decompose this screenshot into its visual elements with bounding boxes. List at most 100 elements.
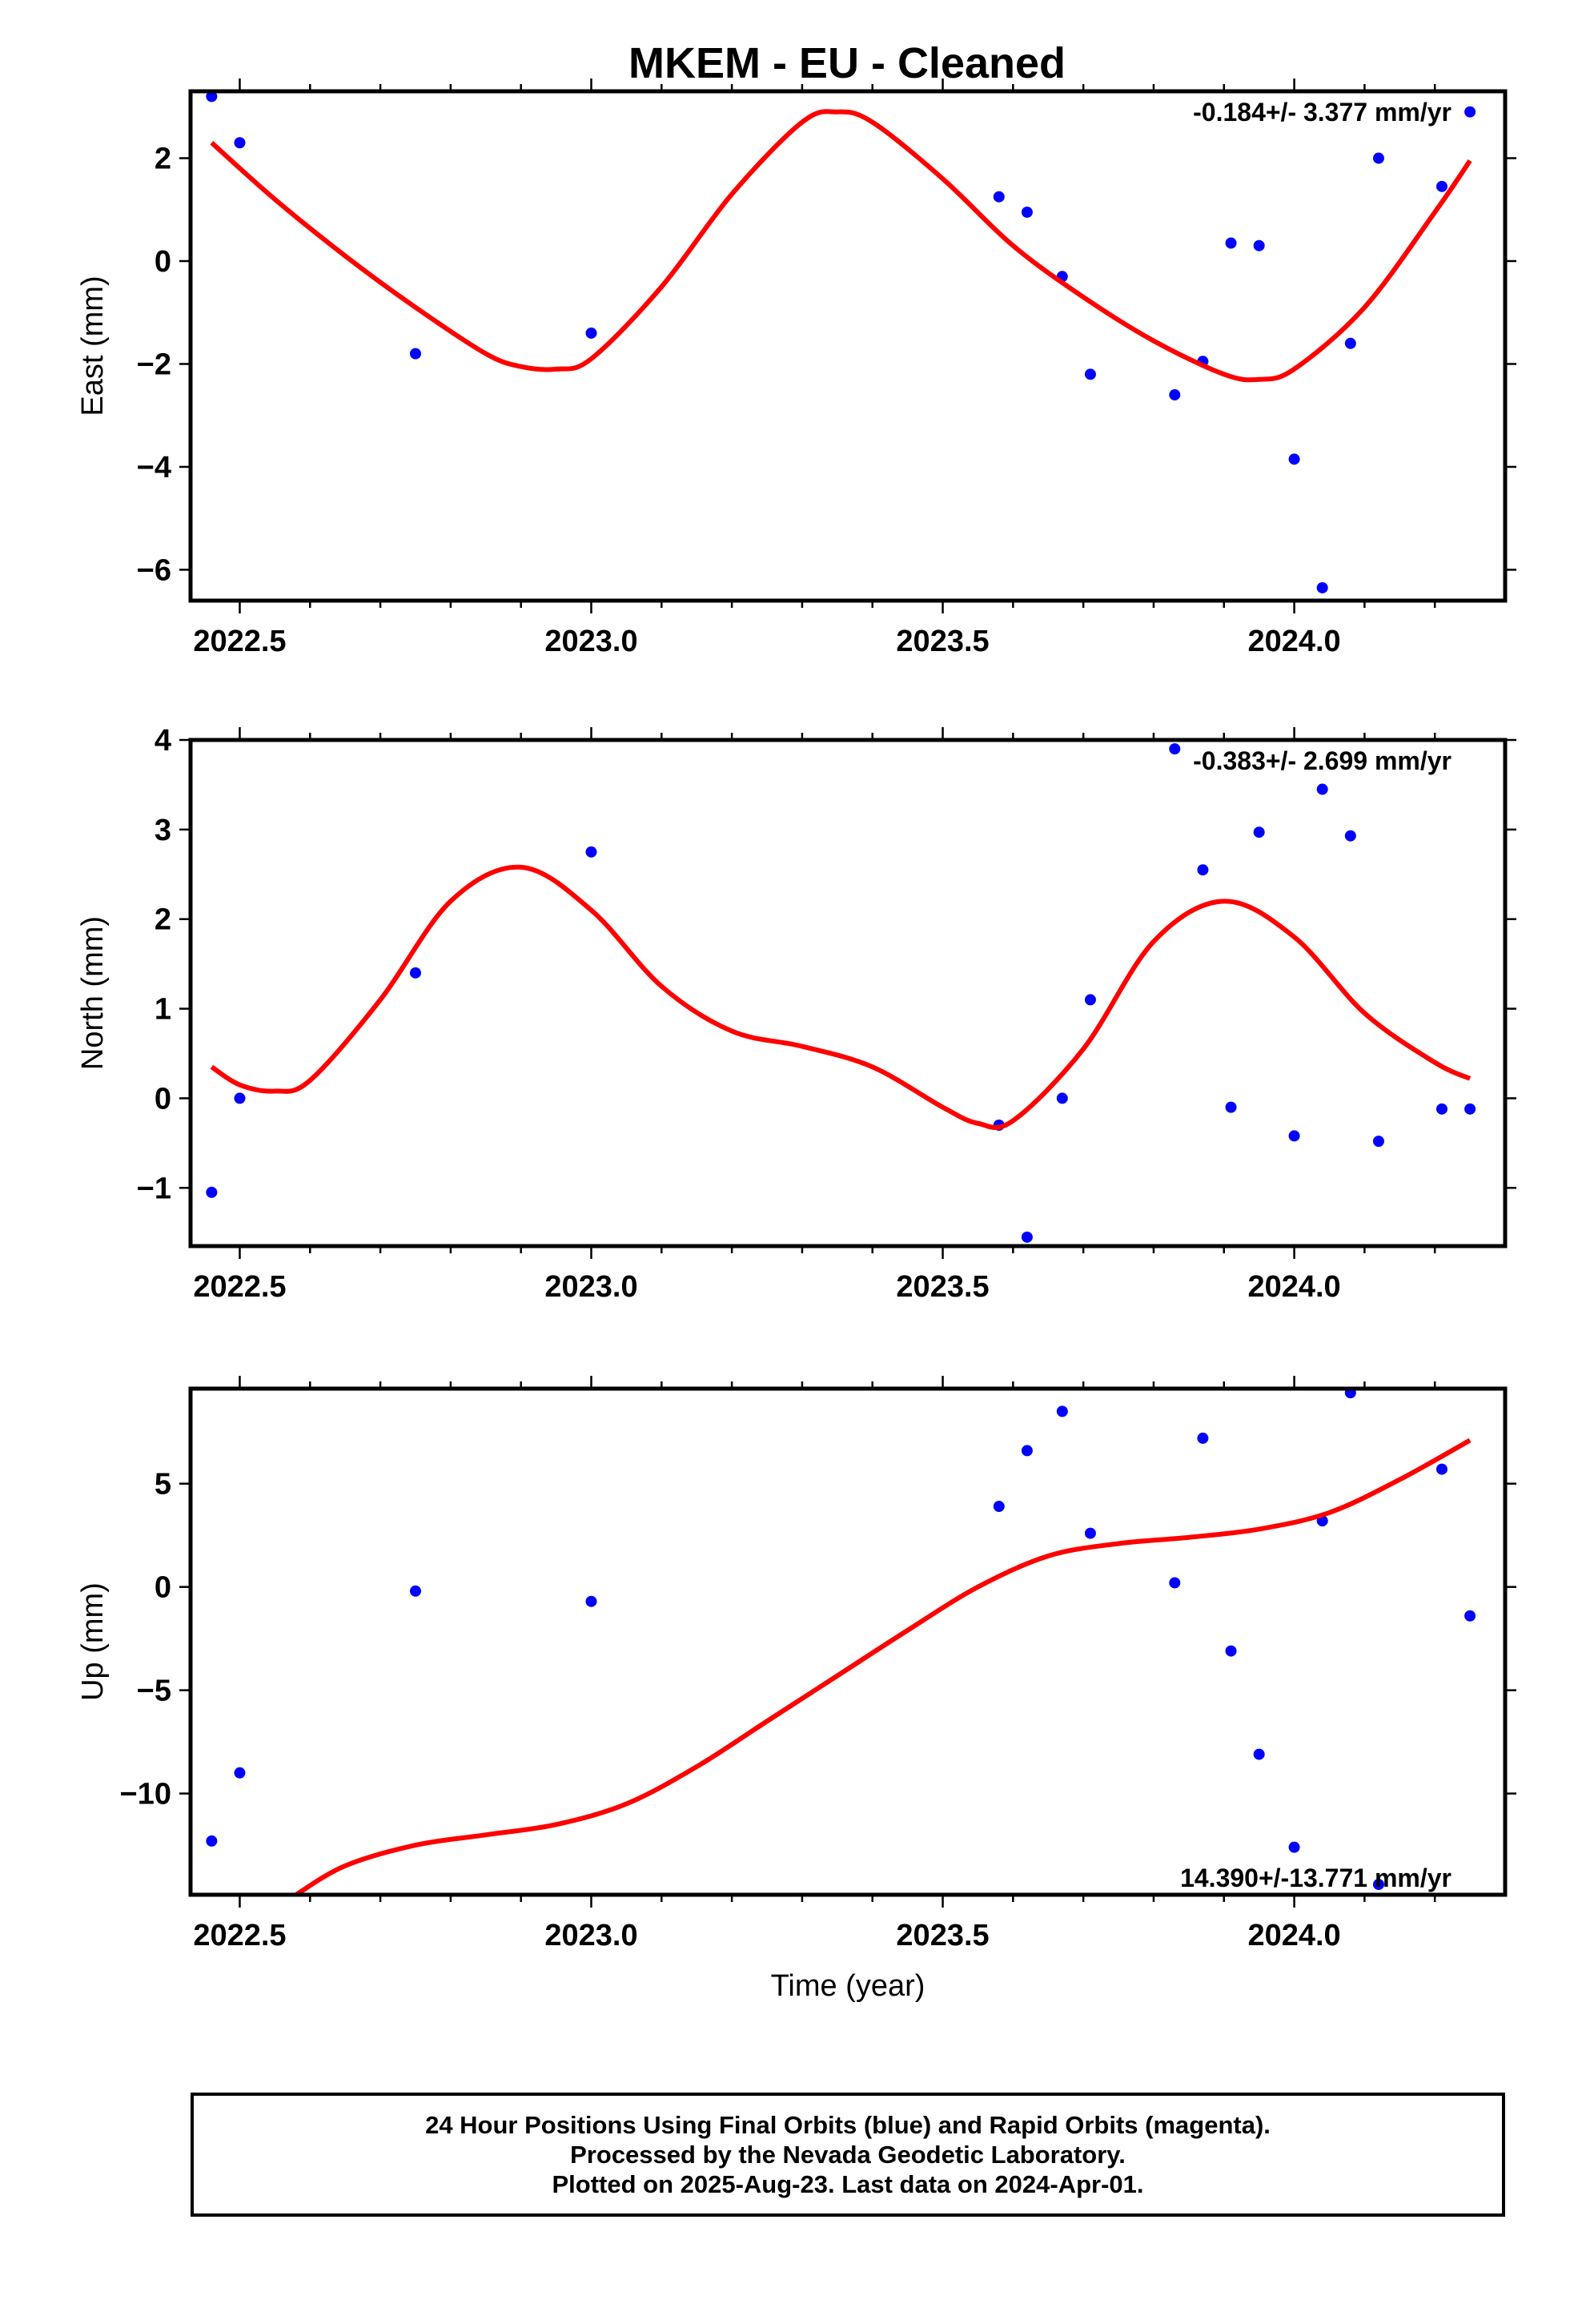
up-data-point (993, 1501, 1005, 1513)
y-tick-label: 2 (155, 143, 171, 176)
north-data-point (1197, 864, 1209, 876)
y-tick-label: 0 (155, 1571, 171, 1605)
up-data-point (1056, 1405, 1068, 1417)
east-frame (188, 89, 1508, 603)
east-data-point (1372, 152, 1384, 164)
north-data-point (1464, 1103, 1476, 1115)
east-data-point (1344, 337, 1356, 349)
up-data-point (1169, 1577, 1181, 1589)
up-rate-label: 14.390+/-13.771 mm/yr (1180, 1864, 1452, 1892)
north-data-point (409, 967, 421, 979)
east-rate-label: -0.184+/- 3.377 mm/yr (1193, 98, 1452, 127)
footer-line-2: Processed by the Nevada Geodetic Laborat… (570, 2141, 1126, 2169)
y-tick-label: −10 (120, 1778, 171, 1811)
up-axis-label: Up (mm) (76, 1582, 110, 1701)
footer-line-3: Plotted on 2025-Aug-23. Last data on 202… (552, 2170, 1144, 2198)
east-data-point (206, 91, 218, 103)
y-tick-label: 3 (155, 814, 171, 847)
y-tick-label: 5 (155, 1468, 171, 1502)
y-tick-label: −4 (137, 451, 171, 485)
east-data-point (1084, 368, 1096, 380)
up-data-point (1197, 1432, 1209, 1444)
x-tick-label: 2024.0 (1247, 625, 1340, 658)
footer-line-1: 24 Hour Positions Using Final Orbits (bl… (425, 2111, 1271, 2139)
up-fit-curve (295, 1437, 1472, 1895)
x-tick-label: 2023.0 (544, 625, 637, 658)
x-tick-label: 2023.5 (896, 1270, 989, 1304)
x-tick-label: 2023.0 (544, 1919, 637, 1952)
up-data-point (1225, 1645, 1237, 1657)
north-points (206, 743, 1476, 1243)
north-data-point (1056, 1092, 1068, 1104)
y-tick-label: 4 (155, 724, 171, 758)
north-data-point (234, 1092, 246, 1104)
up-frame (188, 1386, 1508, 1897)
east-data-point (1253, 239, 1265, 251)
north-data-point (1084, 994, 1096, 1006)
north-data-point (1021, 1231, 1033, 1243)
north-data-point (1316, 783, 1328, 795)
x-tick-label: 2024.0 (1247, 1919, 1340, 1952)
north-fit-curve (210, 864, 1472, 1130)
north-data-point (1344, 830, 1356, 842)
x-tick-label: 2022.5 (193, 1270, 286, 1304)
north-data-point (1435, 1103, 1447, 1115)
east-data-point (1288, 453, 1300, 465)
y-tick-label: 0 (155, 1082, 171, 1116)
east-data-point (1225, 237, 1237, 249)
y-tick-label: −6 (137, 553, 171, 587)
x-tick-label: 2023.0 (544, 1270, 637, 1304)
east-data-point (1464, 106, 1476, 118)
east-panel: 2022.5 2023.0 2023.5 2024.0 −6 −4 −2 0 2 East (mm… (76, 78, 1516, 658)
north-axis-label: North (mm) (76, 916, 110, 1070)
north-data-point (1225, 1101, 1237, 1113)
y-tick-label: 0 (155, 245, 171, 279)
y-tick-label: −5 (137, 1675, 171, 1708)
y-tick-label: 1 (155, 993, 171, 1027)
east-axis-label: East (mm) (76, 275, 110, 416)
x-tick-label: 2022.5 (193, 1919, 286, 1952)
up-data-point (1435, 1463, 1447, 1475)
y-tick-label: −2 (137, 348, 171, 381)
up-data-point (1253, 1748, 1265, 1760)
north-data-point (1253, 826, 1265, 838)
up-points (206, 1389, 1476, 1891)
up-data-point (1084, 1527, 1096, 1539)
up-panel: 2022.5 2023.0 2023.5 2024.0 −10 −5 0 5 Up (mm) Ti… (76, 1376, 1516, 2003)
east-data-point (234, 137, 246, 149)
east-fit-curve (210, 109, 1472, 383)
north-data-point (1169, 743, 1181, 755)
up-data-point (409, 1585, 421, 1597)
north-data-point (206, 1186, 218, 1198)
north-data-point (585, 846, 597, 858)
x-tick-label: 2023.5 (896, 1919, 989, 1952)
north-frame (188, 738, 1508, 1248)
east-data-point (409, 348, 421, 360)
north-data-point (1372, 1136, 1384, 1148)
up-data-point (234, 1767, 246, 1779)
y-tick-label: 2 (155, 903, 171, 937)
x-tick-label: 2024.0 (1247, 1270, 1340, 1304)
east-data-point (1169, 389, 1181, 401)
north-rate-label: -0.383+/- 2.699 mm/yr (1193, 746, 1452, 775)
footer-box: 24 Hour Positions Using Final Orbits (bl… (191, 2093, 1505, 2217)
time-axis-label: Time (year) (771, 1969, 926, 2003)
north-data-point (1288, 1130, 1300, 1142)
east-data-point (993, 191, 1005, 203)
plot-title: MKEM - EU - Cleaned (628, 39, 1066, 87)
east-data-point (1316, 581, 1328, 593)
up-data-point (1288, 1841, 1300, 1853)
up-data-point (1021, 1445, 1033, 1457)
up-data-point (1372, 1879, 1384, 1891)
up-data-point (206, 1835, 218, 1847)
east-data-point (1435, 180, 1447, 192)
east-data-point (1021, 206, 1033, 218)
y-tick-label: −1 (137, 1172, 171, 1205)
east-data-point (585, 327, 597, 339)
x-tick-label: 2023.5 (896, 625, 989, 658)
up-data-point (585, 1595, 597, 1607)
east-points (206, 91, 1476, 593)
up-data-point (1464, 1610, 1476, 1622)
x-tick-label: 2022.5 (193, 625, 286, 658)
